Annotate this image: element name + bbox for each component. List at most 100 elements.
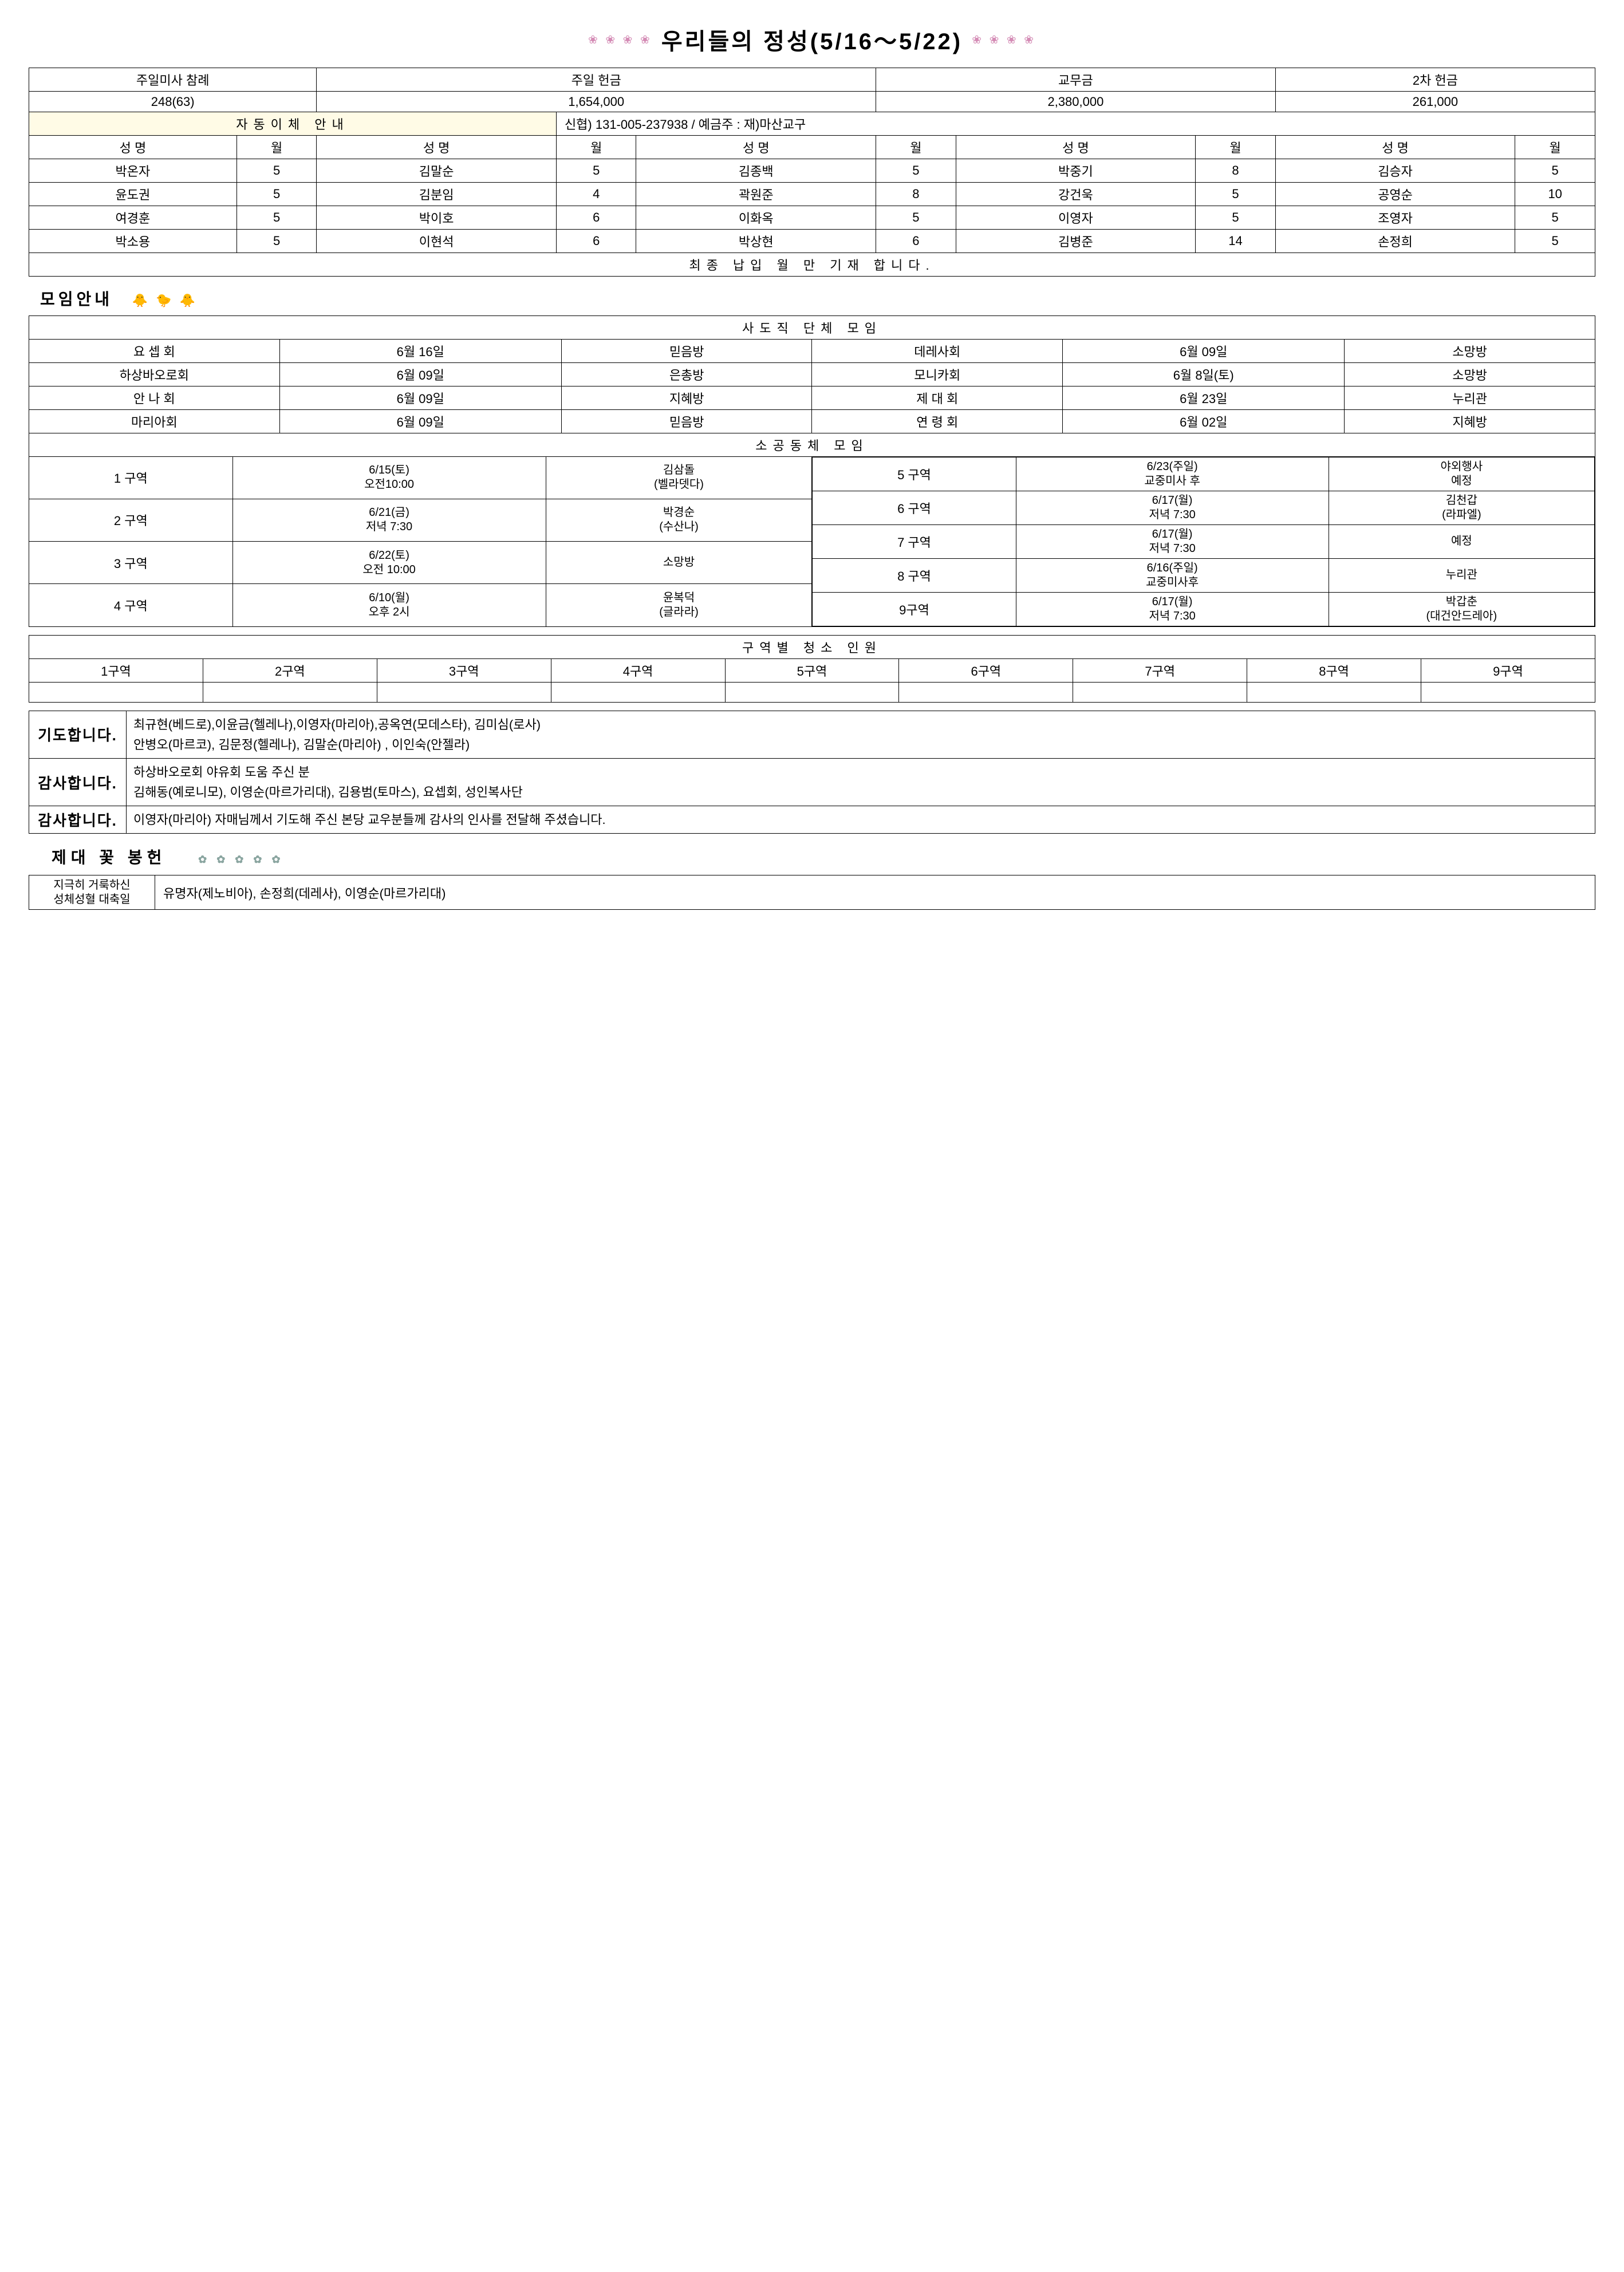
donor-name: 이화옥 [636, 206, 876, 230]
donor-name: 김병준 [956, 230, 1196, 253]
pray-table: 기도합니다. 최규현(베드로),이윤금(헬레나),이영자(마리아),공옥연(모데… [29, 711, 1595, 834]
apostolic-cell: 6월 09일 [279, 363, 561, 386]
small-group-cell: 예정 [1329, 524, 1594, 558]
donor-month: 8 [1196, 159, 1276, 183]
donor-name: 박중기 [956, 159, 1196, 183]
small-group-cell: 소망방 [546, 542, 812, 584]
apostolic-cell: 은총방 [561, 363, 812, 386]
cleaning-empty-cell [551, 682, 725, 702]
apostolic-cell: 안 나 회 [29, 386, 280, 410]
donor-month: 5 [876, 206, 956, 230]
donor-name: 곽원준 [636, 183, 876, 206]
col-header-month: 월 [1196, 136, 1276, 159]
donor-name: 박상현 [636, 230, 876, 253]
cleaning-header: 9구역 [1421, 658, 1595, 682]
small-group-cell: 7 구역 [813, 524, 1016, 558]
apostolic-cell: 6월 09일 [1063, 340, 1345, 363]
small-group-cell: 8 구역 [813, 558, 1016, 592]
col-header-name: 성 명 [1275, 136, 1515, 159]
donor-month: 5 [236, 206, 317, 230]
donor-month: 5 [236, 183, 317, 206]
donor-month: 6 [876, 230, 956, 253]
page-title: 우리들의 정성(5/16～5/22) [661, 23, 963, 56]
cleaning-empty-cell [725, 682, 899, 702]
value-tuition: 2,380,000 [876, 92, 1276, 112]
donor-month: 5 [1515, 230, 1595, 253]
donor-name: 김말순 [317, 159, 557, 183]
cleaning-empty-cell [29, 682, 203, 702]
col-header-month: 월 [876, 136, 956, 159]
donor-name: 박온자 [29, 159, 237, 183]
pray-label-1: 기도합니다. [29, 711, 127, 758]
small-group-cell: 6/15(토)오전10:00 [232, 456, 546, 499]
small-group-cell: 2 구역 [29, 499, 233, 541]
donor-name: 이현석 [317, 230, 557, 253]
small-group-cell: 6/21(금)저녁 7:30 [232, 499, 546, 541]
apostolic-title: 사도직 단체 모임 [29, 316, 1595, 340]
apostolic-cell: 6월 02일 [1063, 410, 1345, 433]
apostolic-cell: 6월 09일 [279, 386, 561, 410]
small-group-cell: 5 구역 [813, 457, 1016, 491]
small-group-cell: 1 구역 [29, 456, 233, 499]
apostolic-cell: 지혜방 [561, 386, 812, 410]
donor-name: 공영순 [1275, 183, 1515, 206]
col-header-month: 월 [556, 136, 636, 159]
apostolic-cell: 6월 8일(토) [1063, 363, 1345, 386]
apostolic-table: 사도직 단체 모임 요 셉 회6월 16일믿음방데레사회6월 09일소망방하상바… [29, 315, 1595, 433]
small-group-cell: 박경순(수산나) [546, 499, 812, 541]
small-group-cell: 6/10(월)오후 2시 [232, 584, 546, 626]
col-header-name: 성 명 [956, 136, 1196, 159]
donor-month: 4 [556, 183, 636, 206]
cleaning-header: 7구역 [1073, 658, 1247, 682]
small-group-title: 소공동체 모임 [29, 433, 1595, 456]
apostolic-cell: 제 대 회 [812, 386, 1063, 410]
pray-label-2: 감사합니다. [29, 758, 127, 806]
apostolic-cell: 누리관 [1345, 386, 1595, 410]
small-group-cell: 야외행사예정 [1329, 457, 1594, 491]
small-group-cell: 누리관 [1329, 558, 1594, 592]
header-second: 2차 헌금 [1275, 68, 1595, 92]
header-tuition: 교무금 [876, 68, 1276, 92]
auto-transfer-info: 신협) 131-005-237938 / 예금주 : 재)마산교구 [556, 112, 1595, 136]
cleaning-empty-cell [899, 682, 1073, 702]
apostolic-cell: 믿음방 [561, 410, 812, 433]
page-title-row: ❀ ❀ ❀ ❀ 우리들의 정성(5/16～5/22) ❀ ❀ ❀ ❀ [29, 23, 1595, 56]
apostolic-cell: 6월 23일 [1063, 386, 1345, 410]
apostolic-cell: 요 셉 회 [29, 340, 280, 363]
auto-transfer-label: 자동이체 안내 [29, 112, 557, 136]
donor-month: 5 [1515, 159, 1595, 183]
col-header-month: 월 [1515, 136, 1595, 159]
apostolic-cell: 연 령 회 [812, 410, 1063, 433]
value-sunday: 1,654,000 [317, 92, 876, 112]
cleaning-empty-cell [1073, 682, 1247, 702]
small-group-cell: 4 구역 [29, 584, 233, 626]
small-group-cell: 6/16(주일)교중미사후 [1016, 558, 1329, 592]
birds-icon: 🐥 🐤 🐥 [132, 293, 198, 308]
cleaning-header: 8구역 [1247, 658, 1421, 682]
small-group-cell: 6/17(월)저녁 7:30 [1016, 491, 1329, 524]
apostolic-cell: 지혜방 [1345, 410, 1595, 433]
donor-name: 손정희 [1275, 230, 1515, 253]
small-group-cell: 박갑춘(대건안드레아) [1329, 592, 1594, 626]
small-group-cell: 6/22(토)오전 10:00 [232, 542, 546, 584]
donor-month: 14 [1196, 230, 1276, 253]
small-group-cell: 6/17(월)저녁 7:30 [1016, 524, 1329, 558]
donations-footer: 최종 납입 월 만 기재 합니다. [29, 253, 1595, 277]
small-group-cell: 9구역 [813, 592, 1016, 626]
flower-deco-icon: ✿ ✿ ✿ ✿ ✿ [198, 854, 283, 866]
apostolic-cell: 믿음방 [561, 340, 812, 363]
col-header-name: 성 명 [29, 136, 237, 159]
donor-month: 5 [236, 159, 317, 183]
donor-name: 조영자 [1275, 206, 1515, 230]
small-group-table: 소공동체 모임 1 구역6/15(토)오전10:00김삼돌(벨라뎃다)5 구역6… [29, 433, 1595, 627]
small-group-cell: 6 구역 [813, 491, 1016, 524]
cleaning-header: 2구역 [203, 658, 377, 682]
small-group-cell: 김삼돌(벨라뎃다) [546, 456, 812, 499]
meetings-heading: 모임안내 🐥 🐤 🐥 [40, 287, 1595, 310]
small-group-cell: 6/17(월)저녁 7:30 [1016, 592, 1329, 626]
small-group-cell: 윤복덕(글라라) [546, 584, 812, 626]
pray-text-3: 이영자(마리아) 자매님께서 기도해 주신 본당 교우분들께 감사의 인사를 전… [127, 806, 1595, 834]
apostolic-cell: 하상바오로회 [29, 363, 280, 386]
donor-name: 김승자 [1275, 159, 1515, 183]
apostolic-cell: 6월 09일 [279, 410, 561, 433]
